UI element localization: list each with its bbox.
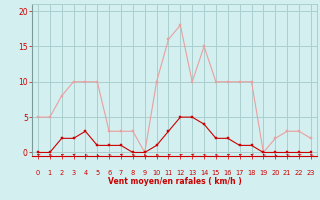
X-axis label: Vent moyen/en rafales ( km/h ): Vent moyen/en rafales ( km/h )	[108, 177, 241, 186]
